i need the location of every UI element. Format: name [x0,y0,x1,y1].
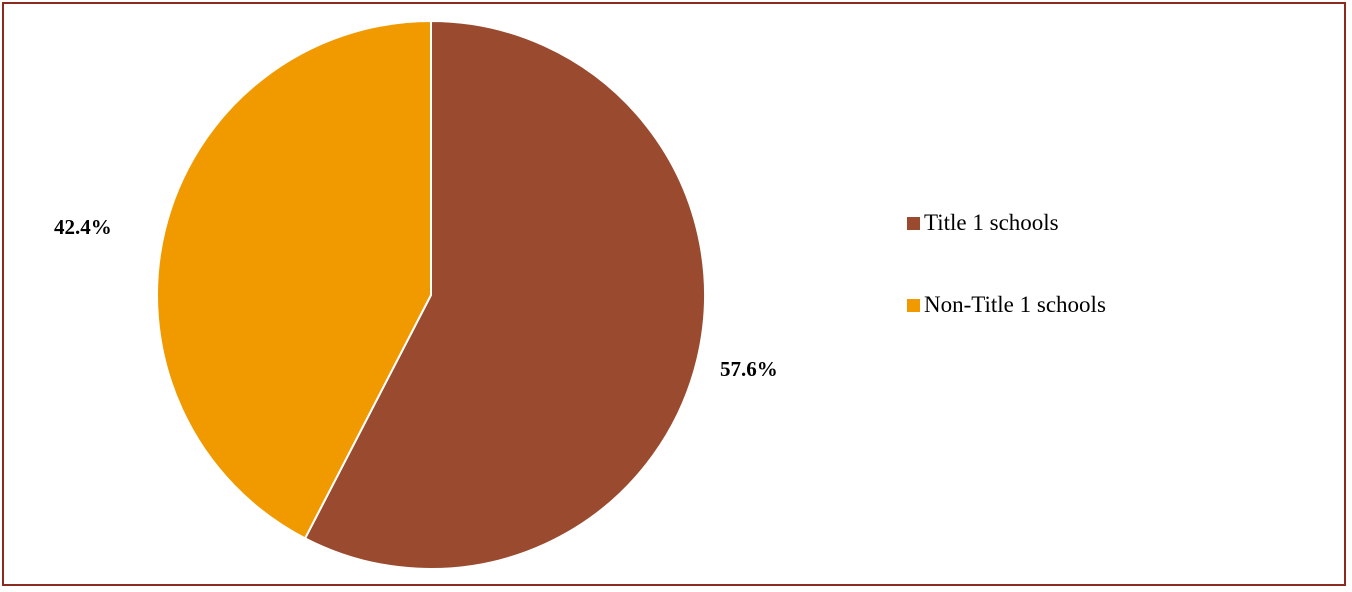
pie-slice-non-title-1 [156,19,432,540]
pie-slices [156,19,706,570]
legend-swatch-non-title-1 [907,298,920,312]
legend-item-non-title-1: Non-Title 1 schools [907,288,1106,322]
pie-chart [156,19,706,570]
legend-item-title-1: Title 1 schools [907,206,1106,240]
legend-label-non-title-1: Non-Title 1 schools [924,292,1106,317]
legend-label-title-1: Title 1 schools [924,210,1059,235]
legend-swatch-title-1 [907,216,920,230]
data-label-non-title-1: 42.4% [54,215,112,239]
legend: Title 1 schools Non-Title 1 schools [907,206,1106,370]
pie-slice-title-1 [303,19,706,570]
data-label-title-1: 57.6% [720,357,778,381]
